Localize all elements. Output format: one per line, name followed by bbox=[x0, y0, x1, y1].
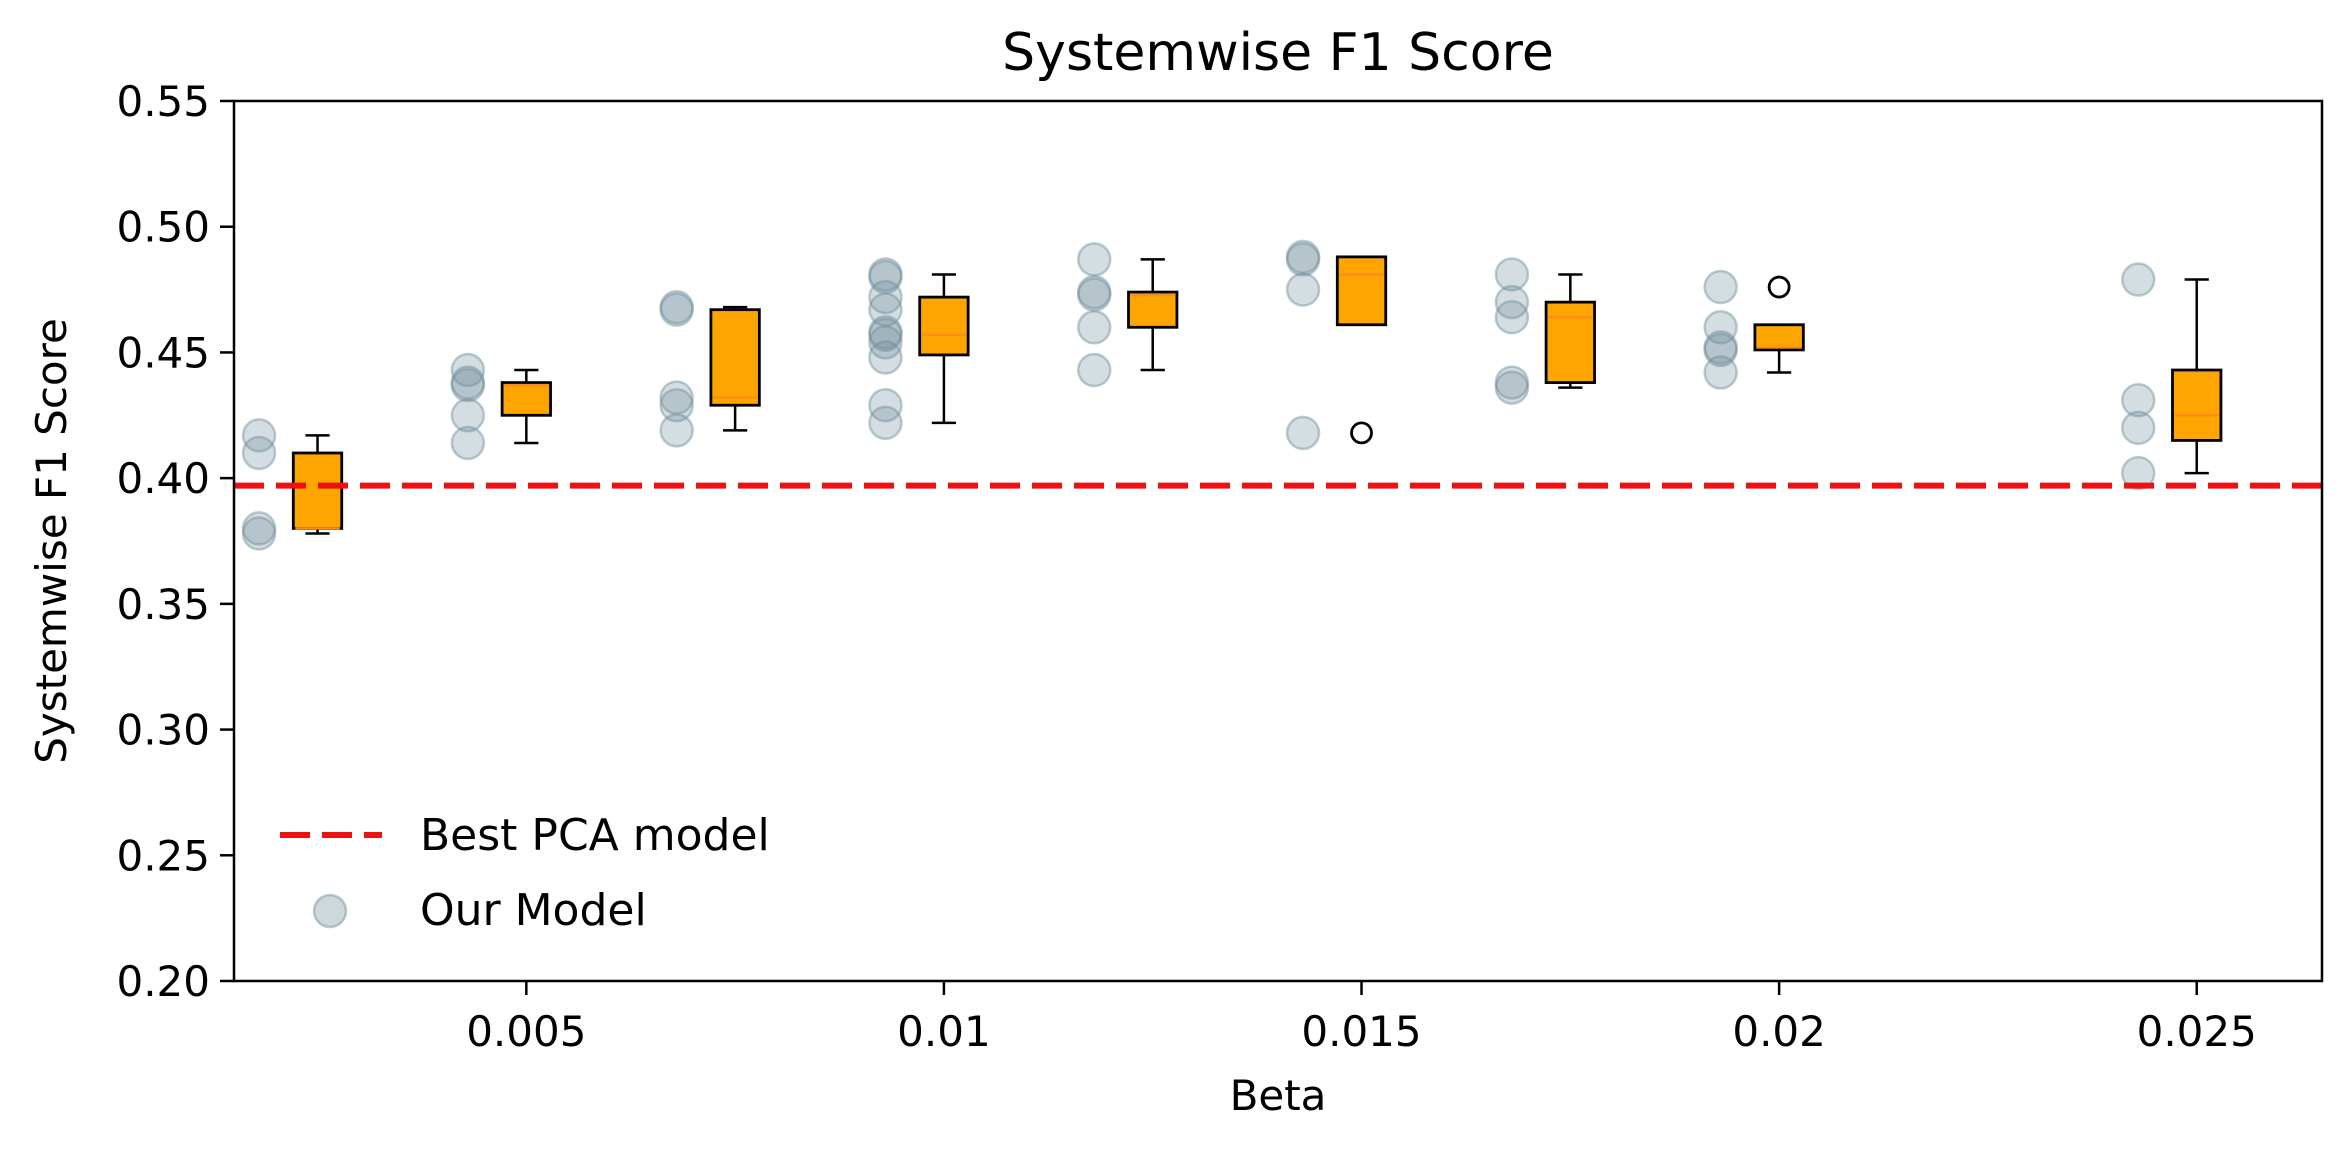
data-point bbox=[1494, 257, 1530, 292]
data-point bbox=[1703, 332, 1738, 368]
box bbox=[500, 381, 552, 417]
data-point bbox=[1077, 352, 1112, 388]
data-point bbox=[1494, 370, 1530, 405]
data-point bbox=[868, 325, 903, 360]
y-tick-label: 0.45 bbox=[116, 328, 210, 377]
data-point bbox=[450, 398, 486, 433]
y-tick-label: 0.20 bbox=[116, 957, 210, 1006]
data-point bbox=[1494, 365, 1530, 400]
data-point bbox=[2121, 382, 2156, 418]
box bbox=[709, 308, 761, 407]
data-point bbox=[1077, 274, 1112, 310]
data-point bbox=[659, 413, 694, 448]
data-point bbox=[868, 292, 903, 327]
data-point bbox=[450, 425, 486, 461]
box bbox=[1335, 255, 1388, 327]
data-point bbox=[868, 257, 903, 292]
legend-model-swatch bbox=[312, 893, 348, 929]
data-point bbox=[659, 380, 694, 415]
data-point bbox=[2121, 262, 2156, 297]
plot-frame bbox=[232, 99, 2324, 983]
data-point bbox=[1077, 242, 1112, 277]
data-point bbox=[868, 405, 903, 441]
x-tick-label: 0.025 bbox=[2137, 1007, 2257, 1056]
y-tick-label: 0.55 bbox=[116, 77, 210, 126]
data-point bbox=[1285, 272, 1321, 307]
data-point bbox=[450, 352, 486, 388]
data-point bbox=[868, 279, 903, 315]
data-point bbox=[450, 365, 486, 400]
data-point bbox=[868, 340, 903, 375]
data-point bbox=[659, 289, 694, 325]
y-axis-title: Systemwise F1 Score bbox=[27, 318, 76, 764]
box bbox=[291, 451, 344, 530]
x-tick-label: 0.01 bbox=[897, 1007, 991, 1056]
data-point bbox=[659, 387, 694, 423]
y-tick-label: 0.50 bbox=[116, 203, 210, 252]
data-point bbox=[2121, 455, 2156, 491]
legend: Best PCA model Our Model bbox=[280, 810, 770, 936]
box bbox=[1753, 323, 1805, 352]
data-point bbox=[1285, 242, 1321, 277]
data-point bbox=[241, 435, 277, 471]
data-point bbox=[450, 367, 486, 403]
data-point bbox=[1285, 239, 1321, 275]
data-point bbox=[659, 292, 694, 327]
data-point bbox=[1703, 310, 1738, 345]
data-point bbox=[2121, 410, 2156, 446]
legend-model-label: Our Model bbox=[420, 885, 647, 936]
data-point bbox=[868, 259, 903, 295]
data-point bbox=[1285, 415, 1321, 451]
data-point bbox=[1494, 284, 1530, 320]
data-point bbox=[1703, 355, 1738, 390]
y-tick-label: 0.40 bbox=[116, 454, 210, 503]
data-point bbox=[241, 516, 277, 551]
data-point bbox=[868, 387, 903, 423]
box bbox=[1127, 290, 1179, 329]
data-point bbox=[868, 315, 903, 350]
data-point bbox=[1494, 299, 1530, 335]
outlier-point bbox=[1767, 275, 1791, 299]
data-point bbox=[1703, 269, 1738, 305]
box bbox=[918, 295, 970, 357]
x-tick-label: 0.02 bbox=[1732, 1007, 1826, 1056]
x-axis-title: Beta bbox=[1230, 1071, 1327, 1120]
data-point bbox=[241, 418, 277, 453]
x-tick-label: 0.015 bbox=[1301, 1007, 1421, 1056]
axes: 0.20 0.25 0.30 0.35 0.40 0.45 0.50 0.55 0.005 0.0… bbox=[116, 77, 2256, 1056]
plot-area bbox=[234, 239, 2322, 551]
data-point bbox=[1077, 277, 1112, 312]
y-tick-label: 0.25 bbox=[116, 831, 210, 880]
data-point bbox=[1077, 310, 1112, 345]
outlier-point bbox=[1350, 421, 1373, 445]
data-point bbox=[1703, 330, 1738, 365]
legend-pca-label: Best PCA model bbox=[420, 810, 770, 861]
box bbox=[1544, 300, 1596, 384]
chart-title: Systemwise F1 Score bbox=[1002, 23, 1554, 83]
y-tick-label: 0.30 bbox=[116, 706, 210, 755]
data-point bbox=[241, 511, 277, 546]
y-tick-label: 0.35 bbox=[116, 580, 210, 629]
box bbox=[2171, 368, 2223, 442]
x-tick-label: 0.005 bbox=[466, 1007, 586, 1056]
data-point bbox=[868, 317, 903, 353]
